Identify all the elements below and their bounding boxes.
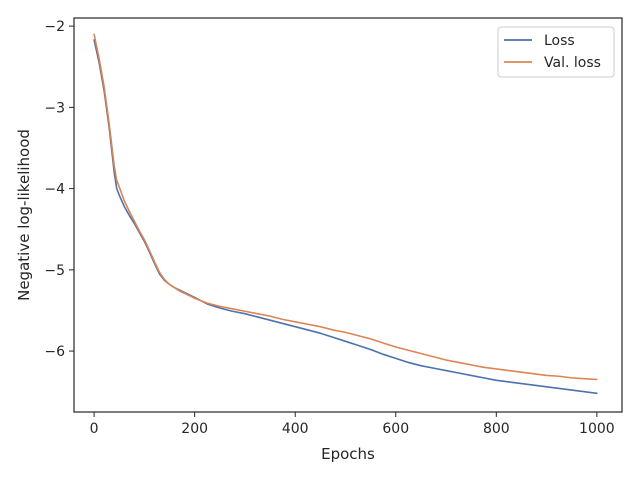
legend: Loss Val. loss: [497, 26, 615, 78]
y-tick-label: −2: [44, 19, 65, 35]
x-axis-label: Epochs: [321, 445, 375, 463]
x-tick-label: 600: [382, 421, 409, 437]
y-axis-label: Negative log-likelihood: [15, 129, 33, 301]
x-tick-label: 200: [181, 421, 208, 437]
y-tick-label: −6: [44, 344, 65, 360]
plot-frame: [73, 17, 623, 413]
y-tick-label: −4: [44, 182, 65, 198]
legend-label: Val. loss: [544, 55, 601, 71]
x-ticks: 0 200 400 600 800 1000: [90, 412, 615, 437]
series-line-val-loss: [93, 33, 598, 381]
x-tick-label: 0: [90, 421, 99, 437]
y-tick-label: −5: [44, 263, 65, 279]
y-ticks: −2 −3 −4 −5 −6: [44, 19, 74, 360]
x-tick-label: 400: [282, 421, 309, 437]
x-tick-label: 1000: [579, 421, 615, 437]
legend-label: Loss: [544, 33, 575, 49]
y-tick-label: −3: [44, 100, 65, 116]
x-tick-label: 800: [483, 421, 510, 437]
series-line-loss: [93, 39, 598, 395]
series-layer: [93, 33, 598, 395]
